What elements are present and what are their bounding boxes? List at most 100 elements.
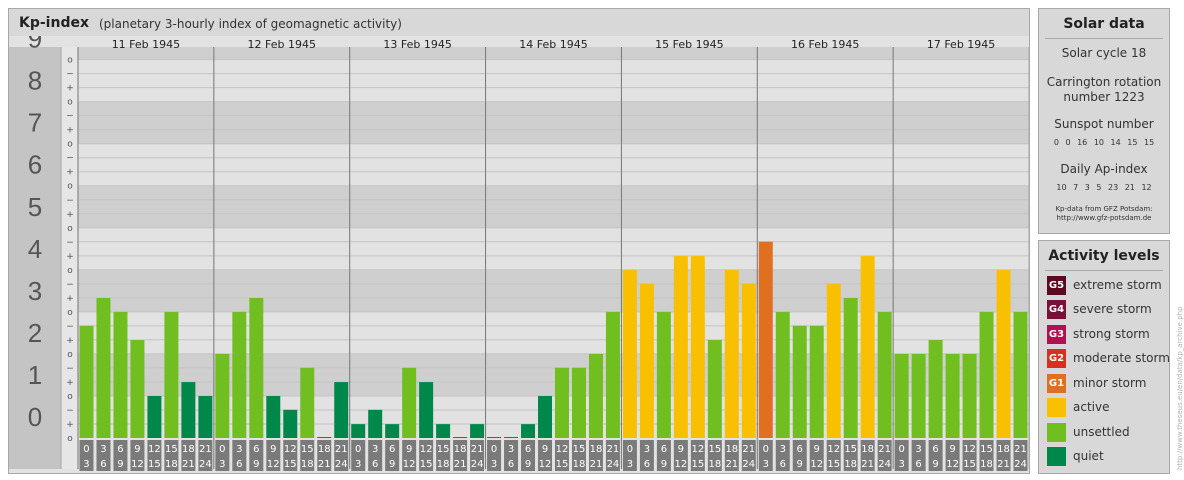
kp-bar <box>996 269 1011 438</box>
day-label: 12 Feb 1945 <box>248 38 316 51</box>
kp-bar <box>317 437 332 438</box>
kp-band-stripe <box>78 185 1029 228</box>
y-tick-label: 4 <box>28 234 42 264</box>
interval-end-label: 9 <box>525 459 531 470</box>
interval-tile <box>962 440 977 471</box>
kp-bar <box>1013 311 1028 438</box>
interval-tile <box>283 440 298 471</box>
kp-bar <box>436 424 451 438</box>
kp-bar <box>877 311 892 438</box>
y-minor-label: + <box>66 420 74 430</box>
interval-end-label: 12 <box>403 459 416 470</box>
y-minor-label: o <box>67 350 73 360</box>
interval-end-label: 15 <box>827 459 840 470</box>
kp-bar <box>639 283 654 438</box>
interval-end-label: 12 <box>810 459 823 470</box>
interval-tile <box>1013 440 1028 471</box>
interval-start-label: 12 <box>420 444 433 455</box>
kp-bar <box>402 367 417 438</box>
y-tick-label: 8 <box>28 66 42 96</box>
interval-start-label: 18 <box>454 444 467 455</box>
kp-band-stripe <box>78 101 1029 144</box>
interval-start-label: 6 <box>525 444 531 455</box>
ap-index-values: 10 7 3 5 23 21 12 <box>1056 183 1152 192</box>
interval-end-label: 18 <box>165 459 178 470</box>
y-minor-label: + <box>66 84 74 94</box>
interval-end-label: 15 <box>148 459 161 470</box>
interval-end-label: 21 <box>861 459 874 470</box>
interval-end-label: 15 <box>556 459 569 470</box>
kp-bar <box>419 382 434 438</box>
interval-tile <box>911 440 926 471</box>
interval-tile <box>266 440 281 471</box>
day-label: 14 Feb 1945 <box>519 38 587 51</box>
kp-bar <box>232 311 247 438</box>
interval-end-label: 18 <box>844 459 857 470</box>
interval-start-label: 6 <box>932 444 938 455</box>
interval-end-label: 6 <box>644 459 650 470</box>
interval-end-label: 21 <box>318 459 331 470</box>
kp-bar <box>707 340 722 438</box>
level-g3-swatch: G3 <box>1047 325 1066 344</box>
interval-tile <box>96 440 111 471</box>
interval-end-label: 12 <box>131 459 144 470</box>
kp-bar <box>181 382 196 438</box>
interval-start-label: 18 <box>725 444 738 455</box>
interval-tile <box>588 440 603 471</box>
interval-start-label: 3 <box>372 444 378 455</box>
interval-start-label: 0 <box>83 444 89 455</box>
interval-start-label: 6 <box>117 444 123 455</box>
y-minor-label: + <box>66 168 74 178</box>
y-minor-label: o <box>67 140 73 150</box>
y-minor-label: + <box>66 210 74 220</box>
y-minor-label: − <box>66 70 74 80</box>
interval-end-label: 9 <box>117 459 123 470</box>
kp-bar <box>300 367 315 438</box>
level-g4-label: severe storm <box>1073 302 1152 316</box>
interval-start-label: 9 <box>678 444 684 455</box>
kp-bar <box>368 409 383 438</box>
interval-end-label: 21 <box>182 459 195 470</box>
interval-tile <box>181 440 196 471</box>
interval-start-label: 15 <box>980 444 993 455</box>
level-unsettled-label: unsettled <box>1073 425 1130 439</box>
level-quiet-swatch <box>1047 447 1066 466</box>
interval-end-label: 15 <box>420 459 433 470</box>
interval-tile <box>775 440 790 471</box>
interval-tile <box>487 440 502 471</box>
source-link[interactable]: http://www.gfz-potsdam.de <box>1056 214 1152 222</box>
level-unsettled-swatch <box>1047 423 1066 442</box>
level-g2-swatch: G2 <box>1047 349 1066 368</box>
kp-bar <box>673 255 688 438</box>
interval-end-label: 24 <box>199 459 212 470</box>
interval-tile <box>843 440 858 471</box>
activity-levels-panel: Activity levels G5 extreme storm G4 seve… <box>1038 240 1170 474</box>
y-minor-label: o <box>67 56 73 66</box>
source-watermark: http://www.theseus.eu/en/data/kp_archive… <box>1176 306 1184 470</box>
interval-tile <box>249 440 264 471</box>
interval-tile <box>656 440 671 471</box>
interval-tile <box>334 440 349 471</box>
interval-end-label: 21 <box>997 459 1010 470</box>
interval-start-label: 15 <box>844 444 857 455</box>
interval-tile <box>368 440 383 471</box>
interval-tile <box>402 440 417 471</box>
interval-tile <box>538 440 552 471</box>
sunspot-values: 0 0 16 10 14 15 15 <box>1053 138 1155 147</box>
kp-bar <box>962 353 977 438</box>
level-g1-label: minor storm <box>1073 376 1147 390</box>
interval-start-label: 3 <box>644 444 650 455</box>
interval-start-label: 6 <box>253 444 259 455</box>
interval-start-label: 15 <box>708 444 721 455</box>
interval-start-label: 3 <box>508 444 514 455</box>
kp-bar <box>147 395 162 438</box>
interval-tile <box>707 440 722 471</box>
interval-start-label: 3 <box>780 444 786 455</box>
y-axis-column <box>9 47 61 469</box>
interval-start-label: 21 <box>1014 444 1027 455</box>
interval-end-label: 3 <box>763 459 769 470</box>
sunspot-title: Sunspot number <box>1054 117 1154 131</box>
interval-start-label: 3 <box>236 444 242 455</box>
interval-start-label: 12 <box>691 444 704 455</box>
interval-tile <box>605 440 620 471</box>
